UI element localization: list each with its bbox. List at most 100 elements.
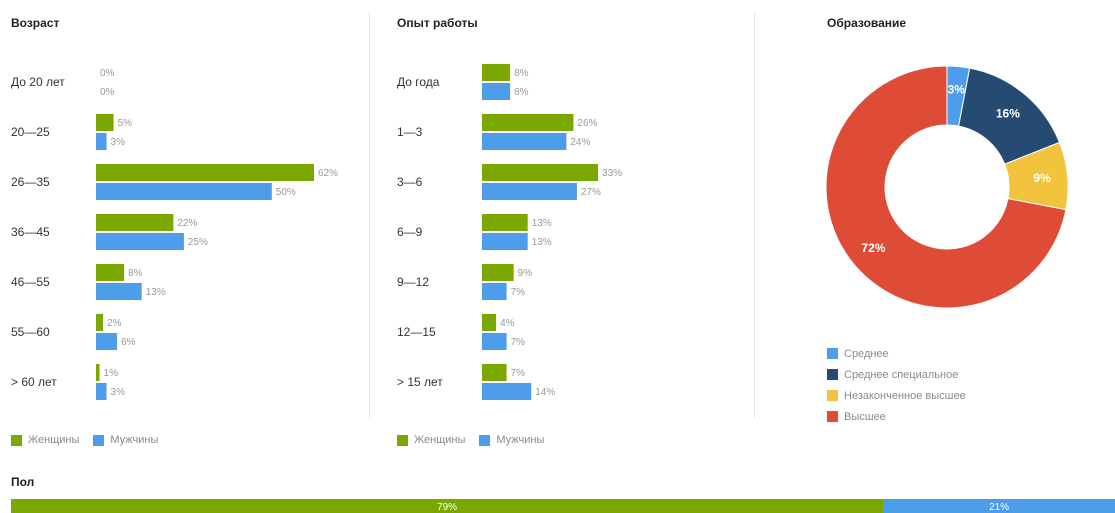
women-bar[interactable] — [96, 214, 174, 231]
legend-label: Среднее — [844, 347, 889, 360]
legend-swatch — [827, 411, 838, 422]
legend-label-men: Мужчины — [110, 434, 159, 446]
women-bar[interactable] — [96, 264, 125, 281]
women-value-label: 0% — [100, 68, 115, 79]
men-bar[interactable] — [96, 233, 184, 250]
legend-label: Высшее — [844, 410, 886, 423]
age-panel: Возраст До 20 лет 0% 0% 20—25 5% 3% 26—35 62% 50… — [0, 0, 368, 455]
donut-slice-label: 3% — [948, 82, 966, 96]
men-value-label: 50% — [276, 187, 296, 198]
age-category-label: > 60 лет — [11, 375, 57, 389]
experience-category-label: До года — [397, 75, 440, 89]
gender-men-segment[interactable]: 21% — [883, 499, 1115, 513]
men-bar[interactable] — [96, 333, 118, 350]
age-category-label: До 20 лет — [11, 75, 65, 89]
women-bar[interactable] — [482, 164, 599, 181]
women-value-label: 1% — [104, 368, 119, 379]
legend-swatch — [827, 369, 838, 380]
women-bar[interactable] — [482, 314, 497, 331]
women-value-label: 33% — [602, 168, 622, 179]
education-legend-item[interactable]: Высшее — [827, 406, 966, 427]
age-category-label: 20—25 — [11, 125, 50, 139]
women-value-label: 13% — [532, 218, 552, 229]
legend-item-men[interactable]: Мужчины — [479, 434, 544, 446]
age-category-label: 46—55 — [11, 275, 50, 289]
men-value-label: 7% — [511, 287, 526, 298]
women-bar[interactable] — [482, 64, 511, 81]
experience-category-label: 1—3 — [397, 125, 423, 139]
donut-slice[interactable] — [825, 65, 1067, 309]
men-bar[interactable] — [482, 233, 528, 250]
age-legend: Женщины Мужчины — [11, 434, 158, 446]
women-bar[interactable] — [96, 114, 114, 131]
legend-label-men: Мужчины — [496, 434, 545, 446]
men-bar[interactable] — [96, 133, 107, 150]
men-value-label: 24% — [570, 137, 590, 148]
experience-category-label: 3—6 — [397, 175, 423, 189]
gender-women-segment[interactable]: 79% — [11, 499, 884, 513]
men-bar[interactable] — [482, 183, 577, 200]
experience-category-label: 12—15 — [397, 325, 436, 339]
men-bar[interactable] — [96, 383, 107, 400]
legend-label: Незаконченное высшее — [844, 389, 966, 402]
legend-item-women[interactable]: Женщины — [11, 434, 79, 446]
gender-chart-title: Пол — [11, 475, 35, 489]
women-value-label: 5% — [118, 118, 133, 129]
women-bar[interactable] — [96, 314, 104, 331]
men-bar[interactable] — [482, 283, 507, 300]
education-legend-item[interactable]: Среднее специальное — [827, 364, 966, 385]
men-value-label: 6% — [121, 337, 136, 348]
age-category-label: 55—60 — [11, 325, 50, 339]
age-bar-chart: До 20 лет 0% 0% 20—25 5% 3% 26—35 62% 50% 36—45 22… — [11, 68, 338, 400]
women-bar[interactable] — [482, 214, 528, 231]
age-chart-title: Возраст — [11, 16, 60, 30]
men-value-label: 3% — [111, 137, 126, 148]
men-value-label: 3% — [111, 387, 126, 398]
women-value-label: 26% — [577, 118, 597, 129]
women-value-label: 62% — [318, 168, 338, 179]
gender-stacked-bar: 79% 21% — [11, 499, 1115, 513]
men-value-label: 25% — [188, 237, 208, 248]
legend-item-women[interactable]: Женщины — [397, 434, 465, 446]
legend-swatch — [827, 390, 838, 401]
legend-label: Среднее специальное — [844, 368, 959, 381]
men-value-label: 27% — [581, 187, 601, 198]
donut-slice-label: 9% — [1033, 171, 1051, 185]
experience-panel: Опыт работы До года 8% 8% 1—3 26% 24% 3—6 33% 27… — [386, 0, 754, 455]
experience-category-label: 6—9 — [397, 225, 423, 239]
women-bar[interactable] — [482, 114, 574, 131]
men-value-label: 8% — [514, 87, 529, 98]
men-bar[interactable] — [482, 383, 532, 400]
men-bar[interactable] — [482, 133, 567, 150]
education-legend: Среднее Среднее специальное Незаконченное … — [827, 343, 966, 427]
legend-item-men[interactable]: Мужчины — [93, 434, 158, 446]
legend-label-women: Женщины — [414, 434, 466, 446]
men-bar[interactable] — [96, 183, 272, 200]
men-swatch — [93, 434, 105, 446]
panel-divider — [369, 12, 370, 418]
women-value-label: 22% — [177, 218, 197, 229]
men-value-label: 13% — [532, 237, 552, 248]
women-value-label: 8% — [514, 68, 529, 79]
men-value-label: 7% — [511, 337, 526, 348]
women-bar[interactable] — [96, 364, 100, 381]
women-value-label: 7% — [511, 368, 526, 379]
age-category-label: 26—35 — [11, 175, 50, 189]
women-value-label: 8% — [128, 268, 143, 279]
education-chart-title: Образование — [827, 16, 907, 30]
education-legend-item[interactable]: Среднее — [827, 343, 966, 364]
men-bar[interactable] — [482, 83, 511, 100]
panel-divider — [754, 12, 755, 418]
education-legend-item[interactable]: Незаконченное высшее — [827, 385, 966, 406]
women-bar[interactable] — [482, 364, 507, 381]
experience-chart-title: Опыт работы — [397, 16, 478, 30]
men-value-label: 0% — [100, 87, 115, 98]
men-bar[interactable] — [96, 283, 142, 300]
experience-legend: Женщины Мужчины — [397, 434, 544, 446]
women-bar[interactable] — [96, 164, 314, 181]
legend-swatch — [827, 348, 838, 359]
women-bar[interactable] — [482, 264, 514, 281]
men-value-label: 13% — [146, 287, 166, 298]
donut-slice-label: 16% — [996, 106, 1020, 120]
men-bar[interactable] — [482, 333, 507, 350]
